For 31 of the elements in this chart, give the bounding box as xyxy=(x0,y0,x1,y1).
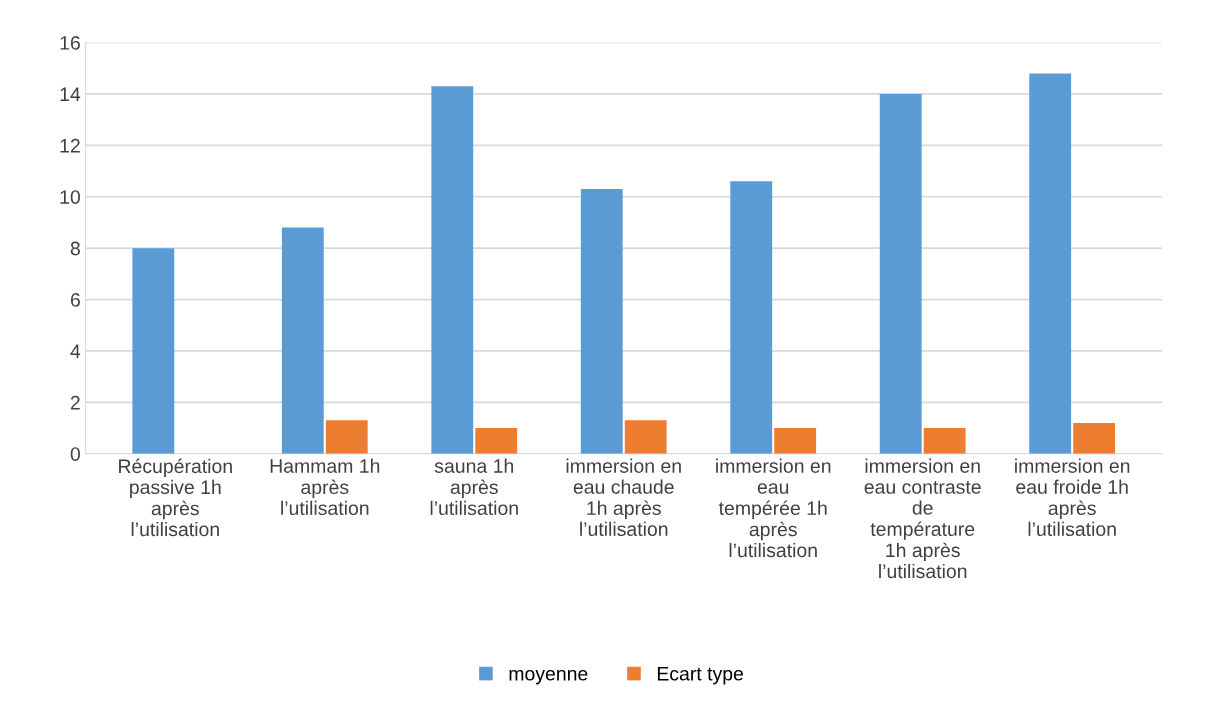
y-tick-label: 8 xyxy=(70,241,80,256)
bar xyxy=(325,420,368,454)
bar xyxy=(1073,422,1116,454)
bar xyxy=(730,181,773,454)
bar xyxy=(431,86,474,454)
y-tick-label: 6 xyxy=(70,293,80,307)
bar xyxy=(281,227,324,454)
legend-label: Ecart type xyxy=(657,667,744,685)
y-tick-label: 2 xyxy=(70,395,80,410)
y-tick-label: 4 xyxy=(70,344,81,358)
y-tick-label: 0 xyxy=(70,447,80,461)
y-tick-label: 14 xyxy=(60,87,81,101)
x-tick-label: Récupération passive 1h après l’utilisation xyxy=(119,458,232,537)
y-tick-label: 16 xyxy=(60,36,80,50)
bar xyxy=(624,420,667,454)
bar xyxy=(132,248,175,454)
bar xyxy=(1029,73,1072,454)
legend-label: moyenne xyxy=(509,669,588,685)
bar xyxy=(580,189,623,454)
x-tick-label: Hammam 1h après l’utilisation xyxy=(270,458,380,516)
bar xyxy=(475,428,518,454)
bar xyxy=(774,428,817,454)
y-tick-label: 10 xyxy=(60,190,80,204)
x-tick-label: immersion en eau chaude 1h après l’utilisation xyxy=(566,458,681,537)
y-tick-label: 12 xyxy=(60,138,80,153)
bar xyxy=(879,93,922,454)
x-tick-label: immersion en eau froide 1h après l’utilisation xyxy=(1015,458,1130,537)
x-tick-label: immersion en eau tempérée 1h après l’utilisation xyxy=(716,458,831,558)
x-tick-label: immersion en eau contraste de température 1h après l’utilisation xyxy=(864,458,981,579)
bar xyxy=(923,428,966,454)
x-tick-label: sauna 1h après l’utilisation xyxy=(430,458,518,516)
